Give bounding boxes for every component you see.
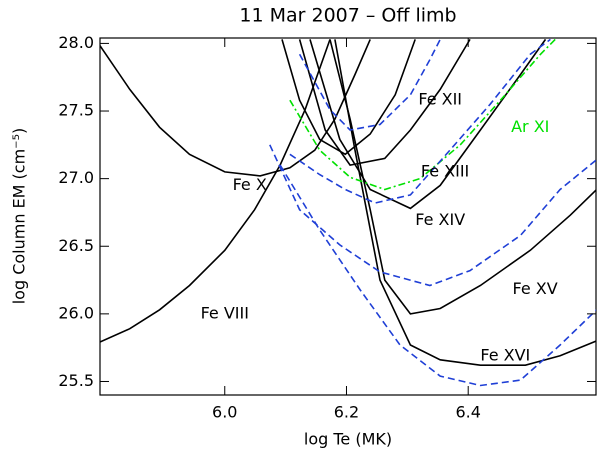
x-tick-label: 6.0 (212, 403, 237, 422)
curve-label: Fe XVI (480, 345, 530, 364)
y-tick-label: 27.5 (58, 101, 94, 120)
curve-label: Fe XV (513, 279, 558, 298)
y-tick-label: 26.0 (58, 303, 94, 322)
x-tick-label: 6.4 (455, 403, 480, 422)
curve-label: Fe XIV (415, 210, 465, 229)
curve-label: Fe VIII (201, 303, 249, 322)
plot-area (100, 38, 596, 387)
series-line (334, 39, 596, 366)
series-line (100, 39, 331, 343)
y-tick-label: 25.5 (58, 371, 94, 390)
series-line (281, 39, 416, 156)
x-tick-label: 6.2 (334, 403, 359, 422)
series-line (289, 38, 551, 204)
series-line (329, 39, 596, 315)
series-line (289, 38, 556, 191)
series-line (298, 38, 471, 166)
x-axis-label: log Te (MK) (304, 430, 392, 449)
y-tick-label: 26.5 (58, 236, 94, 255)
y-axis-label: log Column EM (cm⁻⁵) (10, 128, 29, 305)
y-tick-label: 28.0 (58, 33, 94, 52)
chart-title: 11 Mar 2007 – Off limb (239, 5, 456, 27)
curve-label: Fe X (233, 175, 267, 194)
y-tick-label: 27.0 (58, 168, 94, 187)
curve-label: Ar XI (511, 117, 549, 136)
series-line (279, 164, 596, 387)
plot-frame (99, 37, 597, 396)
curve-label: Fe XII (418, 90, 462, 109)
series-line (269, 144, 596, 287)
series-line (298, 39, 441, 131)
series-line (100, 39, 371, 177)
curve-label: Fe XIII (421, 161, 469, 180)
